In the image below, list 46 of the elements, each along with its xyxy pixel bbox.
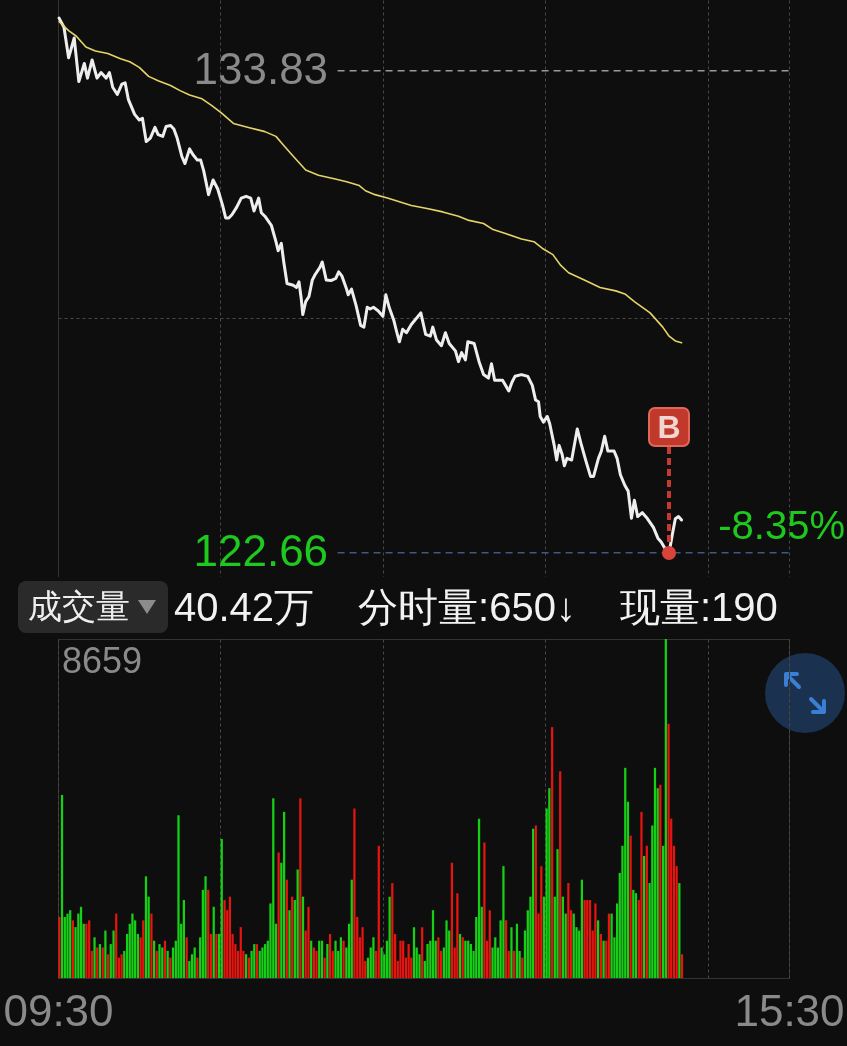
bar <box>334 940 337 978</box>
bar <box>372 937 375 978</box>
bar <box>161 947 164 978</box>
bar <box>288 910 291 978</box>
bar <box>483 842 486 978</box>
bar <box>640 811 643 978</box>
annotation: 8659 <box>62 640 143 681</box>
bar <box>177 815 180 978</box>
bar <box>315 950 318 978</box>
bar <box>204 876 207 978</box>
badge: B <box>648 406 691 447</box>
bar <box>193 947 196 978</box>
bar <box>426 944 429 978</box>
bar <box>307 906 310 978</box>
bar <box>594 903 597 978</box>
bar <box>667 723 670 978</box>
y-tick-label: 122.66 <box>193 526 329 576</box>
bar <box>196 957 199 978</box>
bar <box>112 930 115 978</box>
bar <box>104 930 107 978</box>
bar <box>510 927 513 978</box>
bar <box>131 913 134 978</box>
bar <box>361 927 364 978</box>
annotation: -8.35% <box>718 503 845 547</box>
bar <box>353 808 356 978</box>
text: 分时量:650↓ <box>358 583 576 631</box>
chart-title: 成交量 <box>28 586 130 627</box>
bar <box>502 866 505 978</box>
x-tick-label: 15:30 <box>734 985 845 1035</box>
bar <box>556 849 559 978</box>
text: 40.42万 <box>174 583 315 631</box>
line-series <box>58 20 683 344</box>
dropdown: 成交量 <box>18 581 168 633</box>
bar <box>629 835 632 978</box>
x-tick-label: 09:30 <box>3 985 114 1035</box>
bar <box>106 954 110 978</box>
bar <box>150 913 153 978</box>
bar <box>380 947 383 978</box>
y-tick-label: 133.83 <box>193 44 329 94</box>
bar <box>312 947 315 978</box>
text: 现量:190 <box>619 583 778 631</box>
bar <box>680 954 684 978</box>
bar <box>223 900 226 978</box>
bar <box>445 920 448 978</box>
bar <box>158 944 161 978</box>
bar <box>93 937 96 978</box>
